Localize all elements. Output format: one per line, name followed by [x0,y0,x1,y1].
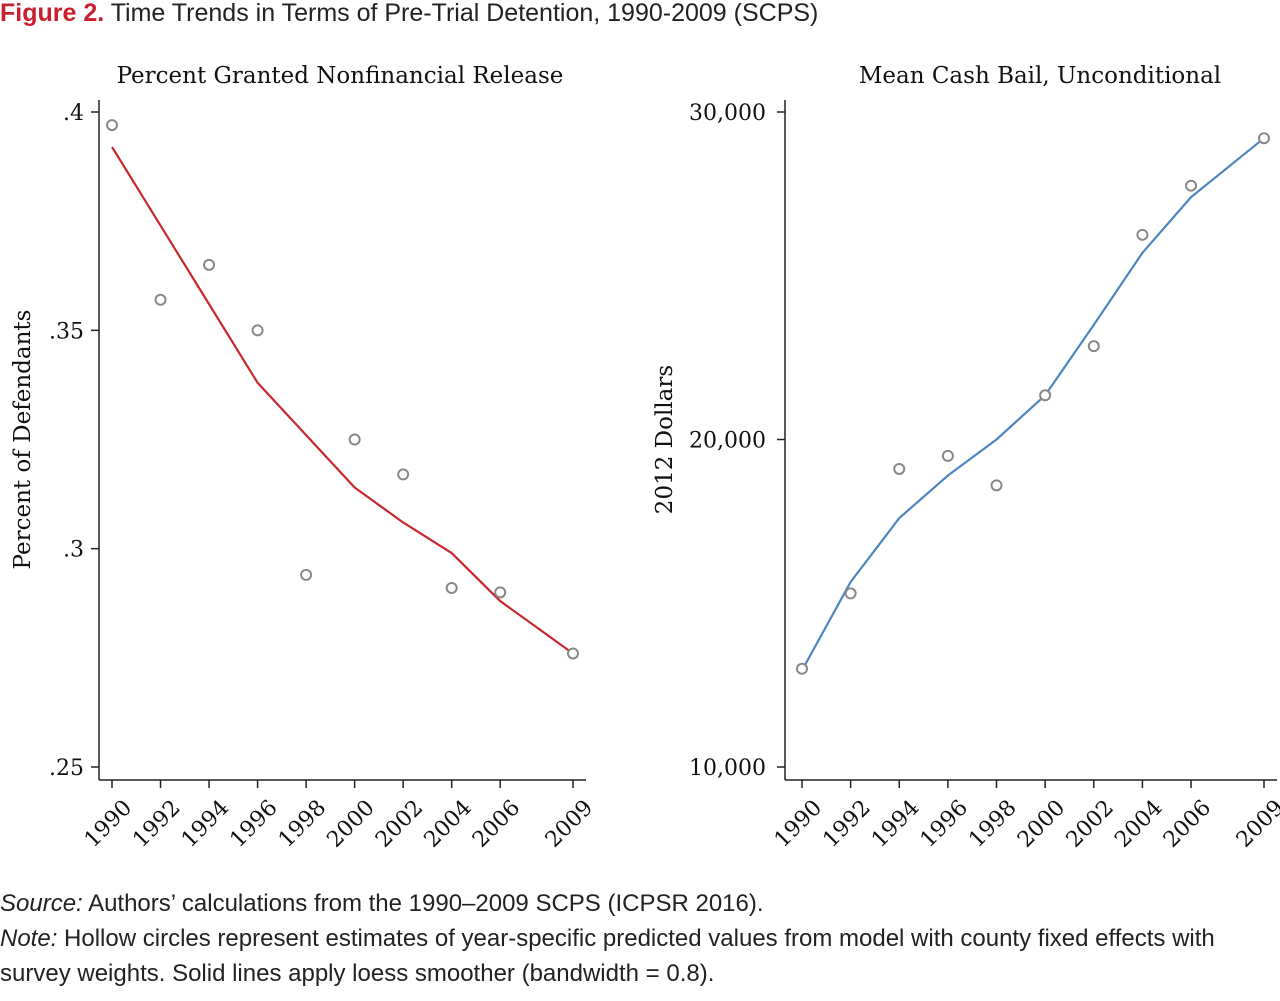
figure-notes: Source: Authors’ calculations from the 1… [0,886,1280,991]
x-tick-label: 2006 [1159,795,1216,852]
x-tick-label: 2002 [371,795,428,852]
data-point [1087,340,1100,353]
x-tick-label: 1992 [818,795,875,852]
y-tick-label: 20,000 [689,429,766,454]
x-tick-label: 2002 [1062,795,1119,852]
x-tick-label: 1996 [225,795,282,852]
x-tick-label: 2006 [468,795,525,852]
note-line: Note: Hollow circles represent estimates… [0,921,1280,991]
x-tick-label: 1996 [916,795,973,852]
note-text: Hollow circles represent estimates of ye… [0,925,1215,987]
data-point [348,433,361,446]
y-tick-label: 10,000 [689,756,766,781]
source-text: Authors’ calculations from the 1990–2009… [88,890,764,917]
data-point [990,479,1003,492]
x-tick-label: 2000 [1013,795,1070,852]
x-tick-label: 1992 [128,795,185,852]
data-point [893,462,906,475]
x-tick-label: 2004 [1110,795,1167,852]
x-tick-label: 1990 [80,795,137,852]
x-tick-label: 1990 [770,795,827,852]
y-axis-label: 2012 Dollars [652,365,678,514]
source-line: Source: Authors’ calculations from the 1… [0,886,1280,921]
y-tick-label: .35 [49,319,84,344]
chart-panel-1: Percent Granted Nonfinancial Release Perc… [10,63,598,853]
figure-title: Figure 2. Time Trends in Terms of Pre-Tr… [0,0,818,28]
x-tick-label: 1998 [964,795,1021,852]
data-point [567,647,579,660]
smoother-line [111,146,574,655]
data-point [1136,228,1149,241]
smoother-line [801,137,1265,671]
chart-panel-2: Mean Cash Bail, Unconditional 2012 Dollar… [652,63,1280,853]
data-point [494,586,507,599]
data-point [844,587,857,600]
figure-label: Figure 2. [0,0,105,27]
x-tick-label: 1994 [867,795,924,852]
data-point [251,324,264,337]
data-point [154,293,167,306]
data-point [796,662,808,675]
x-tick-label: 2009 [1232,795,1280,852]
y-tick-label: .3 [63,538,84,563]
y-axis-label: Percent of Defendants [10,310,36,570]
data-point [445,581,458,594]
data-point [203,258,216,271]
figure-title-text: Time Trends in Terms of Pre-Trial Detent… [110,0,819,27]
x-tick-label: 2000 [322,795,379,852]
y-tick-label: .4 [63,101,84,126]
x-tick-label: 2004 [420,795,477,852]
charts-canvas: Percent Granted Nonfinancial Release Perc… [10,63,1280,853]
data-point [1258,132,1270,145]
x-tick-label: 1994 [177,795,234,852]
data-point [300,568,313,581]
x-tick-label: 2009 [541,795,598,852]
data-point [1185,179,1198,192]
chart-title: Percent Granted Nonfinancial Release [117,63,564,89]
data-point [941,449,954,462]
x-tick-label: 1998 [274,795,331,852]
data-point [397,468,410,481]
y-tick-label: 30,000 [689,101,766,126]
data-point [106,119,118,132]
note-label: Note: [0,925,58,952]
source-label: Source: [0,890,83,917]
y-tick-label: .25 [49,756,84,781]
chart-title: Mean Cash Bail, Unconditional [859,63,1221,89]
data-point [1039,389,1052,402]
